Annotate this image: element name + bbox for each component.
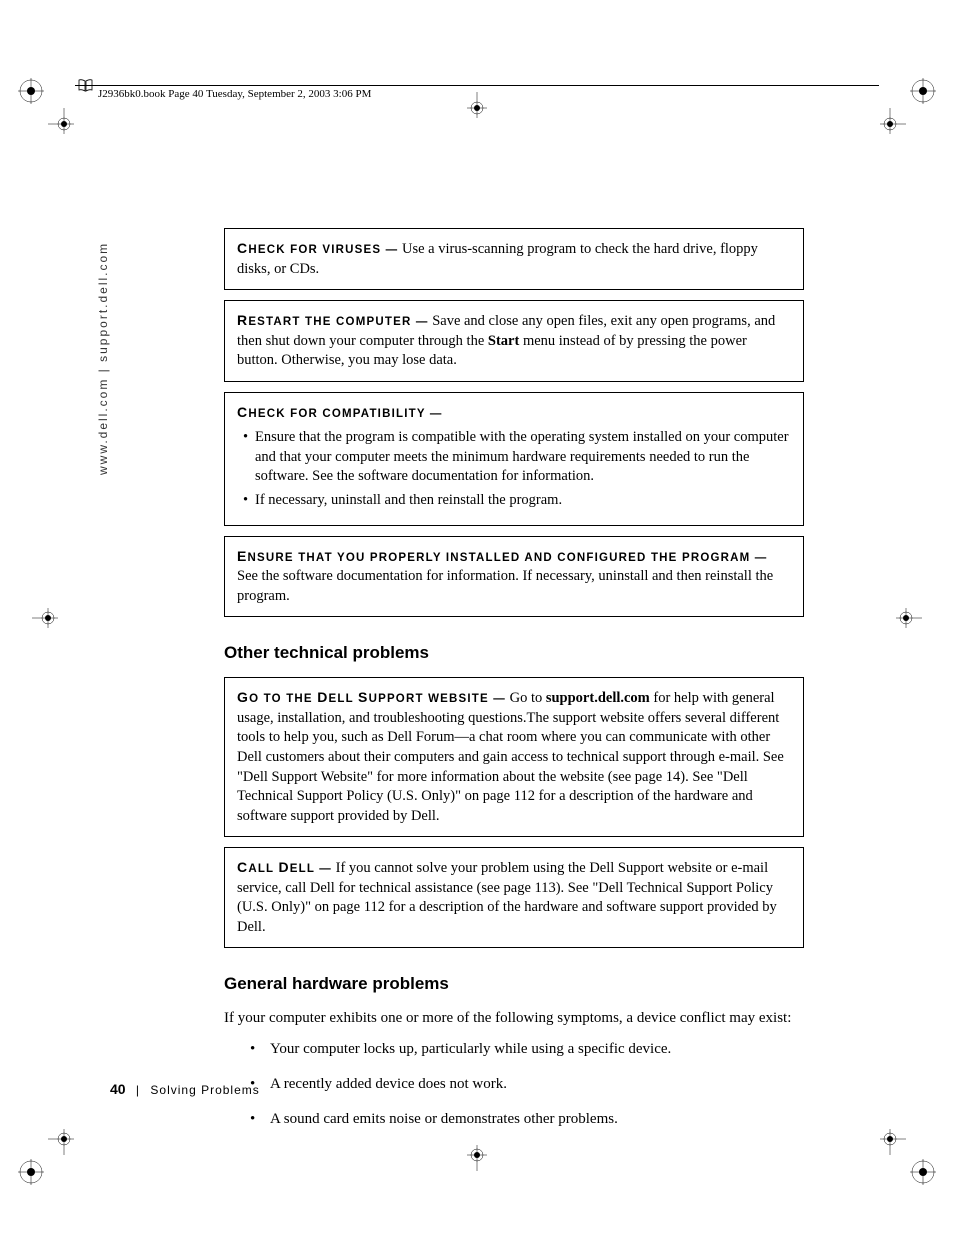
crop-mark-icon: [467, 1145, 487, 1185]
box-ensure-installed: ENSURE THAT YOU PROPERLY INSTALLED AND C…: [224, 536, 804, 618]
box-head: CHECK FOR VIRUSES —: [237, 244, 398, 256]
crop-mark-icon: [18, 1129, 74, 1185]
box-restart: RESTART THE COMPUTER — Save and close an…: [224, 300, 804, 382]
box-body: Go to support.dell.com for help with gen…: [237, 690, 784, 823]
box-check-viruses: CHECK FOR VIRUSES — Use a virus-scanning…: [224, 228, 804, 290]
header-rule: [75, 85, 879, 86]
crop-mark-icon: [880, 78, 936, 134]
book-icon: [78, 79, 94, 93]
list-item: A sound card emits noise or demonstrates…: [224, 1109, 804, 1130]
hardware-intro: If your computer exhibits one or more of…: [224, 1008, 804, 1029]
box-head: RESTART THE COMPUTER —: [237, 316, 429, 328]
page-content: CHECK FOR VIRUSES — Use a virus-scanning…: [224, 228, 804, 1144]
footer-separator: |: [136, 1083, 140, 1097]
box-call-dell: CALL DELL — If you cannot solve your pro…: [224, 847, 804, 948]
hardware-symptom-list: Your computer locks up, particularly whi…: [224, 1039, 804, 1130]
box-compatibility: CHECK FOR COMPATIBILITY — Ensure that th…: [224, 392, 804, 526]
crop-mark-icon: [467, 78, 487, 118]
box-body: See the software documentation for infor…: [237, 568, 773, 604]
box-head: GO TO THE DELL SUPPORT WEBSITE —: [237, 693, 506, 705]
box-head: CHECK FOR COMPATIBILITY —: [237, 403, 791, 423]
page-number: 40: [110, 1081, 126, 1097]
list-item: Your computer locks up, particularly whi…: [224, 1039, 804, 1060]
crop-mark-icon: [880, 1129, 936, 1185]
heading-general-hardware: General hardware problems: [224, 974, 804, 994]
running-head: J2936bk0.book Page 40 Tuesday, September…: [98, 88, 371, 100]
list-item: A recently added device does not work.: [224, 1074, 804, 1095]
box-head: ENSURE THAT YOU PROPERLY INSTALLED AND C…: [237, 552, 768, 564]
box-head: CALL DELL —: [237, 863, 332, 875]
list-item: If necessary, uninstall and then reinsta…: [237, 491, 791, 511]
crop-mark-icon: [896, 608, 936, 628]
box-dell-support: GO TO THE DELL SUPPORT WEBSITE — Go to s…: [224, 677, 804, 837]
footer-section: Solving Problems: [150, 1083, 259, 1097]
sidebar-url: www.dell.com | support.dell.com: [96, 242, 110, 475]
crop-mark-icon: [18, 78, 74, 134]
crop-mark-icon: [18, 608, 58, 628]
list-item: Ensure that the program is compatible wi…: [237, 428, 791, 487]
page-footer: 40 | Solving Problems: [110, 1081, 260, 1097]
heading-other-technical: Other technical problems: [224, 643, 804, 663]
